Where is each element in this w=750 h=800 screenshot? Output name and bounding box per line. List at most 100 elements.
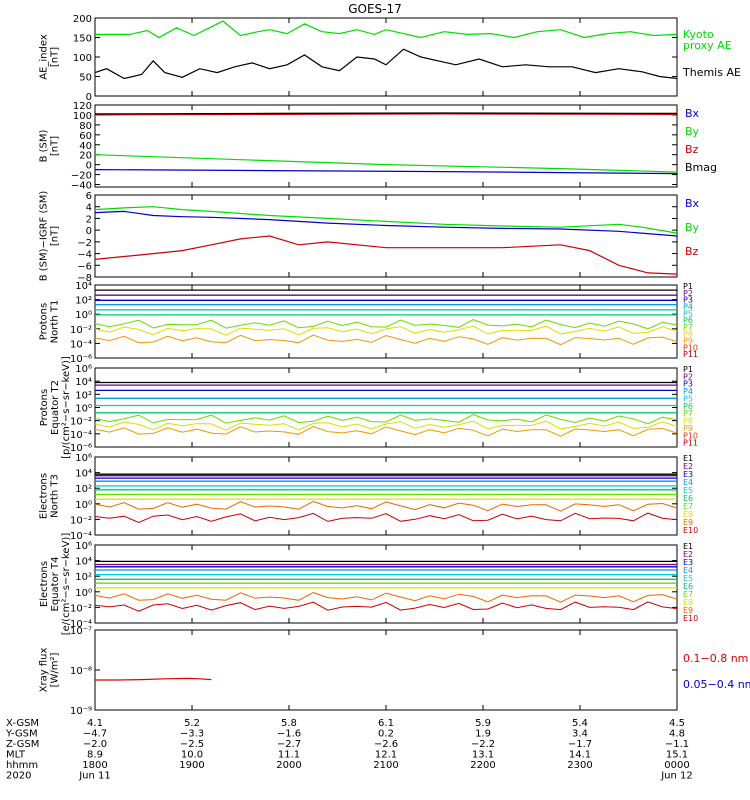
y-tick-label: −6 (77, 261, 92, 272)
channel-legend: P7 (683, 323, 693, 332)
x-axis-value: 1900 (179, 760, 204, 771)
channel-legend: E5 (683, 486, 693, 495)
x-axis-value: 4.1 (87, 718, 103, 729)
series-line-3 (94, 112, 678, 115)
channel-line-8 (94, 592, 678, 603)
x-axis-value: −4.7 (83, 729, 107, 740)
channel-legend: P9 (683, 424, 693, 433)
series-line-0 (95, 677, 212, 681)
y-tick-label: 10⁶ (75, 453, 92, 464)
x-axis-row-label: 2020 (6, 771, 31, 782)
y-tick-label: −40 (71, 181, 92, 192)
x-axis-row-label: hhmm (6, 760, 38, 771)
channel-legend: P4 (683, 387, 693, 396)
y-tick-label: 10⁻² (70, 325, 92, 336)
y-tick-label: 10⁻⁹ (70, 706, 92, 717)
y-tick-label: 10⁰ (75, 500, 92, 511)
channel-legend: P9 (683, 337, 693, 346)
x-axis-value: 15.1 (666, 750, 688, 761)
channel-line-8 (94, 500, 678, 512)
channel-legend: E2 (683, 462, 693, 471)
y-tick-label: 50 (79, 73, 92, 84)
channel-legend: E6 (683, 582, 693, 591)
y-tick-label: 10⁰ (75, 588, 92, 599)
channel-legend: P8 (683, 417, 693, 426)
y-tick-label: 10⁻⁴ (70, 339, 92, 350)
channel-legend: P2 (683, 289, 693, 298)
channel-legend: P3 (683, 296, 693, 305)
channel-legend: P11 (683, 350, 698, 359)
channel-legend: E1 (683, 542, 693, 551)
y-tick-label: 10⁻² (70, 603, 92, 614)
x-axis-value: Jun 12 (660, 771, 693, 782)
series-line-1 (94, 154, 678, 173)
y-axis-label: North T1 (50, 300, 61, 344)
y-tick-label: 10⁻⁶ (70, 443, 92, 454)
x-axis-value: −2.2 (471, 739, 495, 750)
channel-legend: E4 (683, 478, 693, 487)
channel-legend: E8 (683, 598, 693, 607)
y-tick-label: 80 (79, 121, 92, 132)
x-axis-value: 2000 (276, 760, 301, 771)
y-tick-label: 10⁻⁴ (70, 531, 92, 542)
y-tick-label: 200 (73, 14, 92, 25)
series-line-2 (94, 235, 678, 275)
y-tick-label: 150 (73, 34, 92, 45)
channel-legend: E9 (683, 518, 693, 527)
series-line-0 (94, 210, 678, 237)
channel-legend: E3 (683, 558, 693, 567)
x-axis-value: 13.1 (472, 750, 494, 761)
y-tick-label: 10⁻⁷ (70, 626, 92, 637)
channel-line-9 (94, 601, 678, 612)
x-axis-row-label: Y-GSM (5, 729, 38, 740)
y-tick-label: 10⁻⁴ (70, 430, 92, 441)
x-axis-value: 1800 (82, 760, 107, 771)
y-tick-label: −8 (77, 273, 92, 284)
x-axis-value: 14.1 (569, 750, 591, 761)
x-axis-value: 1.9 (475, 729, 491, 740)
y-tick-label: 10⁻⁶ (70, 354, 92, 365)
legend-label: Kyoto (683, 28, 714, 41)
y-tick-label: 10⁴ (75, 281, 92, 292)
y-axis-label: [e/(cm²−s−sr−keV)] (61, 533, 72, 636)
x-axis-value: Jun 11 (78, 771, 111, 782)
y-tick-label: 120 (73, 101, 92, 112)
channel-legend: E8 (683, 510, 693, 519)
channel-legend: E7 (683, 502, 693, 511)
y-tick-label: 0 (86, 161, 92, 172)
y-tick-label: −20 (71, 171, 92, 182)
y-axis-label: B (SM) (39, 129, 50, 162)
y-tick-label: 2 (86, 214, 92, 225)
x-axis-value: −3.3 (180, 729, 204, 740)
legend-label: 0.05−0.4 nm (683, 678, 750, 691)
x-axis-value: 11.1 (278, 750, 300, 761)
y-tick-label: 100 (73, 111, 92, 122)
x-axis-value: 4.8 (669, 729, 685, 740)
x-axis-value: −1.7 (568, 739, 592, 750)
channel-legend: P1 (683, 365, 693, 374)
panel-8: 10⁻⁷ 10⁻⁸ 10⁻⁹ Xray flux [W/m²] 0.1−0.8 nm 0.0… (39, 626, 750, 717)
channel-legend: E10 (683, 526, 698, 535)
panel-5: 10⁶ 10⁴ 10² 10⁰ 10⁻² 10⁻⁴ 10⁻⁶ Protons Equator T… (39, 356, 698, 459)
panel-frame (94, 194, 678, 278)
legend-label: 0.1−0.8 nm (683, 652, 748, 665)
y-axis-label: Xray flux (39, 648, 50, 693)
channel-line-7 (94, 420, 678, 431)
x-axis-value: 5.4 (572, 718, 588, 729)
x-axis-value: 3.4 (572, 729, 588, 740)
x-axis-value: 10.0 (181, 750, 203, 761)
channel-legend: P5 (683, 309, 693, 318)
y-tick-label: 10⁻² (70, 515, 92, 526)
channel-legend: E4 (683, 566, 693, 575)
y-axis-label: [nT] (50, 226, 61, 246)
channel-legend: E2 (683, 550, 693, 559)
x-axis-value: 12.1 (375, 750, 397, 761)
y-tick-label: 10⁴ (75, 377, 92, 388)
y-tick-label: 10⁻⁸ (70, 666, 92, 677)
y-tick-label: −4 (77, 250, 92, 261)
x-axis-value: 0.2 (378, 729, 394, 740)
